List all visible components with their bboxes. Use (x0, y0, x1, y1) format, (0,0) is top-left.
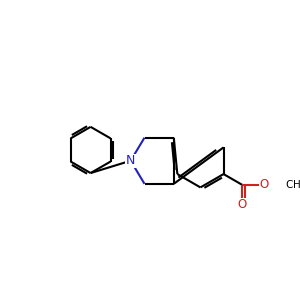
Text: N: N (126, 154, 135, 167)
Text: O: O (238, 198, 247, 212)
Text: CH$_3$: CH$_3$ (285, 178, 300, 192)
Text: O: O (259, 178, 268, 191)
